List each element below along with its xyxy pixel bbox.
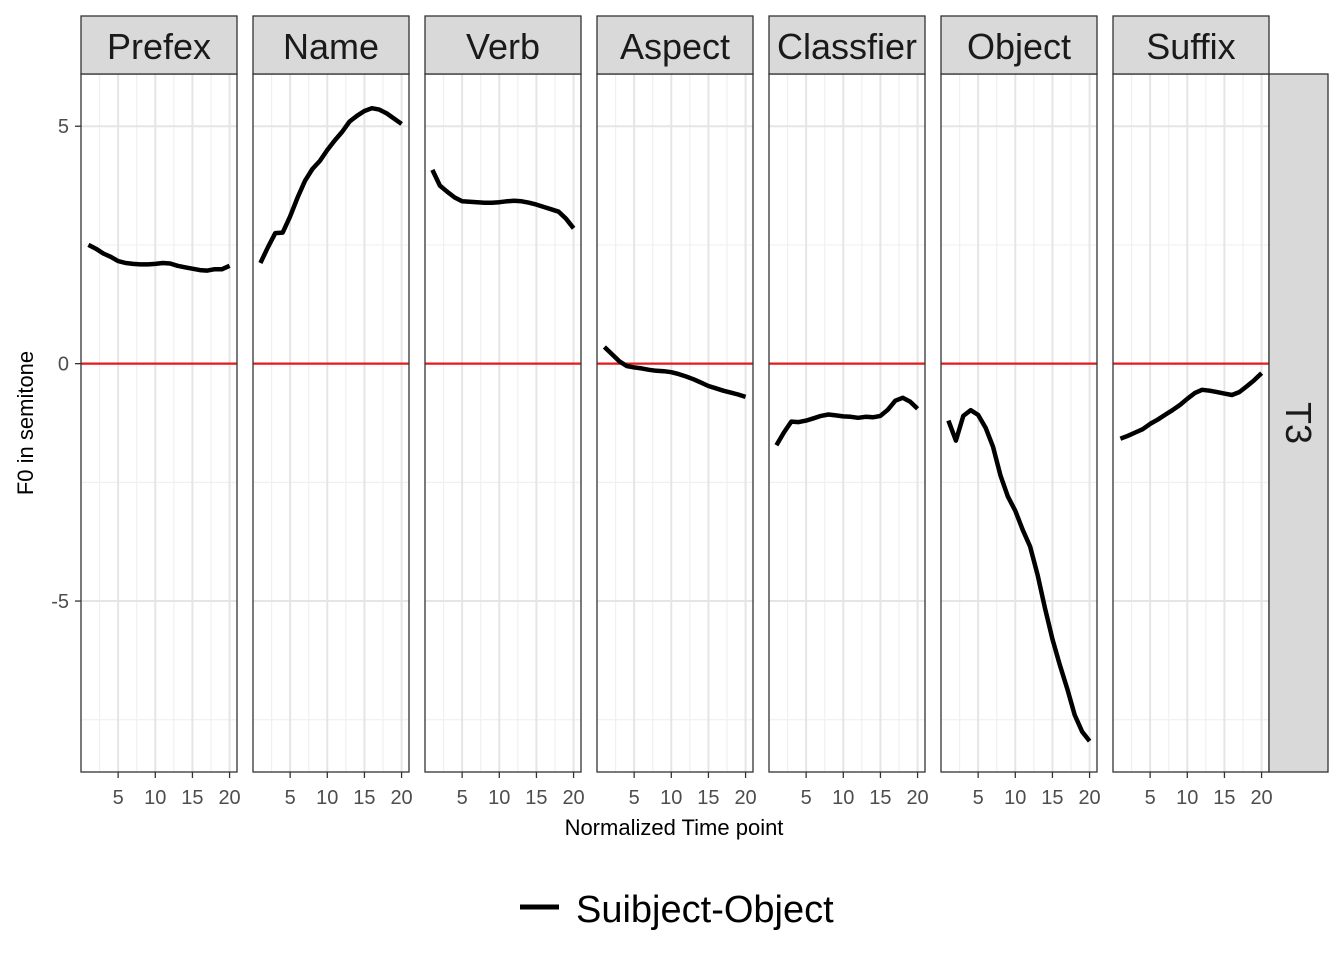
strip-suffix	[1112, 15, 1270, 75]
x-tick-label: 5	[973, 787, 984, 809]
x-tick-label: 10	[316, 787, 338, 809]
x-tick-label: 5	[629, 787, 640, 809]
x-tick-label: 20	[1250, 787, 1272, 809]
x-tick-label: 20	[562, 787, 584, 809]
strip-label-prefex: Prefex	[107, 26, 211, 67]
x-tick-label: 20	[1078, 787, 1100, 809]
x-tick-label: 15	[869, 787, 891, 809]
x-tick-label: 20	[218, 787, 240, 809]
strip-name	[252, 15, 410, 75]
x-tick-label: 20	[734, 787, 756, 809]
panel-background-verb	[425, 74, 581, 772]
x-axis-title: Normalized Time point	[565, 815, 784, 840]
x-tick-label: 15	[1041, 787, 1063, 809]
series-line-name	[258, 105, 403, 264]
x-tick-label: 15	[525, 787, 547, 809]
series-line-classfier	[774, 395, 920, 447]
row-strip-label: T3	[1278, 402, 1319, 444]
strip-aspect	[596, 15, 754, 75]
series-line-verb	[430, 168, 576, 230]
x-tick-label: 15	[181, 787, 203, 809]
panel-background-object	[941, 74, 1097, 772]
strip-label-classfier: Classfier	[777, 26, 917, 67]
series-line-aspect	[602, 345, 747, 400]
panel-background-prefex	[81, 74, 237, 772]
x-tick-label: 10	[1176, 787, 1198, 809]
x-tick-label: 5	[285, 787, 296, 809]
x-tick-label: 5	[801, 787, 812, 809]
strip-label-verb: Verb	[466, 26, 540, 67]
x-tick-label: 5	[113, 787, 124, 809]
strip-label-suffix: Suffix	[1146, 26, 1235, 67]
x-tick-label: 15	[353, 787, 375, 809]
x-tick-label: 20	[390, 787, 412, 809]
strip-label-name: Name	[283, 26, 379, 67]
x-tick-label: 10	[488, 787, 510, 809]
series-line-prefex	[87, 242, 231, 273]
row-strip	[1268, 73, 1329, 773]
x-tick-label: 10	[832, 787, 854, 809]
strip-classfier	[768, 15, 926, 75]
x-tick-label: 5	[457, 787, 468, 809]
x-tick-label: 10	[1004, 787, 1026, 809]
series-line-object	[946, 407, 1092, 743]
y-axis-title: F0 in semitone	[13, 351, 38, 495]
strip-object	[940, 15, 1098, 75]
x-tick-label: 10	[144, 787, 166, 809]
y-tick-label: 0	[58, 354, 69, 376]
x-tick-label: 10	[660, 787, 682, 809]
y-tick-label: 5	[58, 116, 69, 138]
legend-label: Suibject-Object	[576, 889, 834, 931]
panel-background-suffix	[1113, 74, 1269, 772]
x-tick-label: 15	[1213, 787, 1235, 809]
strip-label-aspect: Aspect	[620, 26, 730, 67]
strip-label-object: Object	[967, 26, 1071, 67]
strip-prefex	[80, 15, 238, 75]
x-tick-label: 5	[1145, 787, 1156, 809]
series-line-suffix	[1119, 371, 1264, 441]
x-tick-label: 15	[697, 787, 719, 809]
panel-background-name	[253, 74, 409, 772]
panel-background-aspect	[597, 74, 753, 772]
x-tick-label: 20	[906, 787, 928, 809]
y-tick-label: -5	[51, 591, 69, 613]
strip-verb	[424, 15, 582, 75]
